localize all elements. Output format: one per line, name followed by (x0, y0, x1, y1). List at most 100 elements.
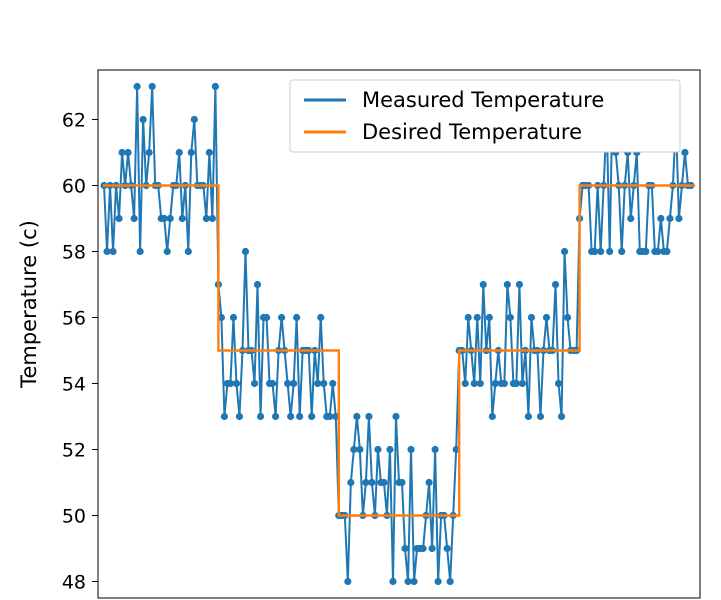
measured-marker (278, 314, 285, 321)
measured-marker (543, 314, 550, 321)
measured-marker (477, 380, 484, 387)
measured-marker (206, 149, 213, 156)
measured-marker (164, 248, 171, 255)
measured-series (100, 83, 694, 585)
measured-marker (191, 116, 198, 123)
ytick-label: 60 (62, 176, 86, 198)
measured-marker (504, 281, 511, 288)
measured-marker (296, 413, 303, 420)
measured-marker (426, 479, 433, 486)
measured-marker (558, 413, 565, 420)
measured-marker (263, 314, 270, 321)
measured-marker (368, 479, 375, 486)
measured-marker (398, 479, 405, 486)
measured-marker (134, 83, 141, 90)
measured-marker (233, 380, 240, 387)
measured-marker (287, 413, 294, 420)
measured-marker (537, 413, 544, 420)
measured-marker (519, 380, 526, 387)
ytick-label: 48 (62, 572, 86, 594)
measured-marker (317, 314, 324, 321)
measured-marker (236, 413, 243, 420)
ytick-label: 62 (62, 110, 86, 132)
measured-marker (392, 413, 399, 420)
measured-marker (489, 413, 496, 420)
measured-marker (419, 545, 426, 552)
measured-marker (137, 248, 144, 255)
measured-marker (486, 314, 493, 321)
measured-marker (465, 314, 472, 321)
measured-marker (642, 248, 649, 255)
measured-marker (407, 446, 414, 453)
measured-marker (320, 380, 327, 387)
measured-marker (188, 149, 195, 156)
measured-marker (176, 149, 183, 156)
legend: Measured Temperature Desired Temperature (290, 80, 680, 152)
measured-marker (627, 215, 634, 222)
measured-marker (146, 149, 153, 156)
temperature-chart: 48 50 52 54 56 58 60 62 Temperature (c) Measured … (0, 0, 721, 600)
measured-marker (293, 314, 300, 321)
measured-marker (681, 149, 688, 156)
ytick-label: 54 (62, 374, 86, 396)
ytick-label: 56 (62, 308, 86, 330)
measured-marker (435, 578, 442, 585)
measured-marker (290, 380, 297, 387)
measured-marker (179, 215, 186, 222)
measured-marker (597, 248, 604, 255)
measured-marker (516, 281, 523, 288)
measured-marker (432, 446, 439, 453)
measured-marker (564, 314, 571, 321)
measured-marker (447, 578, 454, 585)
measured-marker (657, 215, 664, 222)
legend-label: Measured Temperature (362, 88, 604, 112)
measured-marker (167, 215, 174, 222)
measured-marker (353, 413, 360, 420)
measured-marker (618, 248, 625, 255)
y-axis-label: Temperature (c) (17, 220, 41, 389)
ytick-label: 50 (62, 506, 86, 528)
measured-marker (525, 413, 532, 420)
measured-marker (386, 446, 393, 453)
measured-marker (185, 248, 192, 255)
measured-marker (474, 314, 481, 321)
measured-marker (251, 380, 258, 387)
measured-marker (347, 479, 354, 486)
measured-marker (380, 479, 387, 486)
measured-marker (555, 380, 562, 387)
measured-marker (666, 215, 673, 222)
measured-marker (501, 380, 508, 387)
measured-line (104, 87, 691, 582)
measured-marker (389, 578, 396, 585)
measured-marker (242, 248, 249, 255)
measured-marker (675, 215, 682, 222)
measured-marker (209, 215, 216, 222)
legend-label: Desired Temperature (362, 120, 582, 144)
measured-marker (115, 215, 122, 222)
measured-marker (221, 413, 228, 420)
measured-marker (444, 545, 451, 552)
measured-marker (410, 578, 417, 585)
ytick-label: 52 (62, 440, 86, 462)
measured-marker (140, 116, 147, 123)
measured-marker (429, 545, 436, 552)
measured-marker (528, 314, 535, 321)
measured-marker (212, 83, 219, 90)
measured-marker (561, 248, 568, 255)
measured-marker (356, 446, 363, 453)
measured-marker (109, 248, 116, 255)
measured-marker (272, 413, 279, 420)
measured-marker (507, 314, 514, 321)
ytick-label: 58 (62, 242, 86, 264)
measured-marker (365, 413, 372, 420)
measured-marker (462, 380, 469, 387)
measured-marker (374, 446, 381, 453)
measured-marker (480, 281, 487, 288)
measured-marker (344, 578, 351, 585)
measured-marker (131, 215, 138, 222)
measured-marker (269, 380, 276, 387)
measured-marker (125, 149, 132, 156)
measured-marker (663, 248, 670, 255)
measured-marker (552, 281, 559, 288)
measured-marker (257, 413, 264, 420)
